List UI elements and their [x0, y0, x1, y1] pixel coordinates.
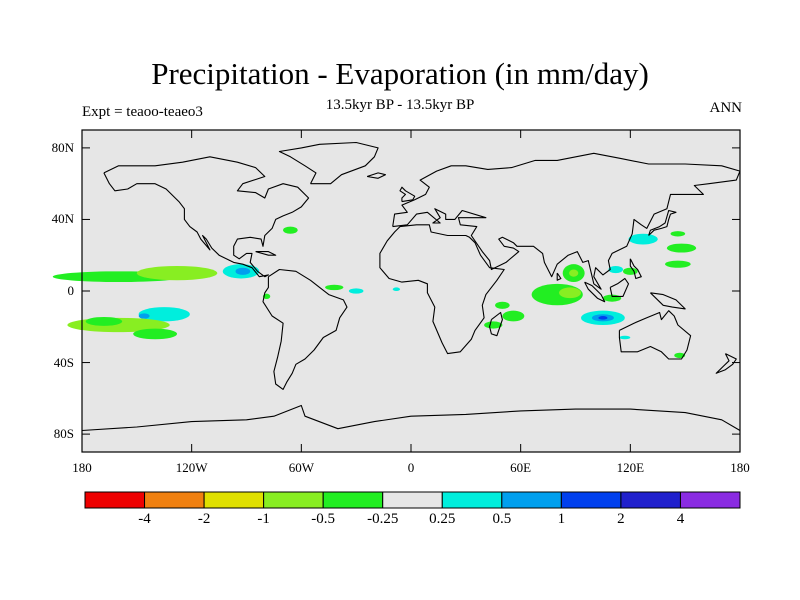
coastline [629, 258, 642, 280]
anomaly-patch [670, 231, 686, 237]
lon-tick-label: 0 [407, 460, 415, 475]
coastline [648, 209, 677, 236]
anomaly-patch [559, 287, 581, 299]
anomaly-patch [502, 310, 525, 322]
anomaly-patch [623, 267, 638, 275]
anomaly-patch [628, 233, 658, 245]
colorbar-label: -4 [138, 511, 151, 527]
coastline [262, 268, 348, 390]
colorbar-swatch [620, 491, 681, 509]
colorbar-swatch [84, 491, 146, 509]
colorbar [84, 491, 741, 509]
lat-tick-label: 40N [51, 211, 74, 227]
lat-tick-label: 80N [51, 139, 74, 155]
coastline [609, 277, 630, 297]
lon-tick-label: 60E [510, 460, 532, 475]
lat-tick-label: 80S [53, 426, 74, 442]
anomaly-patch [235, 267, 251, 275]
colorbar-swatch [144, 491, 205, 509]
anomaly-patch [133, 328, 178, 340]
experiment-label: Expt = teaoo-teaeo3 [82, 104, 203, 120]
lat-tick-label: 0 [67, 283, 75, 298]
lat-tick-label: 40S [53, 354, 74, 370]
map-frame [81, 129, 741, 453]
lon-tick-label: 120W [175, 460, 208, 475]
coastline [103, 156, 310, 278]
anomaly-patch [325, 284, 344, 291]
anomaly-patch [138, 307, 190, 322]
coastline [399, 186, 416, 203]
colorbar-swatch [560, 491, 622, 509]
chart-title: Precipitation - Evaporation (in mm/day) [151, 56, 649, 91]
coastline [392, 152, 741, 290]
colorbar-label: -1 [257, 511, 270, 527]
lon-tick-label: 180 [730, 460, 750, 475]
coastline [715, 353, 737, 374]
anomaly-patch [138, 313, 150, 319]
chart-subtitle: 13.5kyr BP - 13.5kyr BP [325, 97, 475, 113]
coastlines [81, 141, 741, 432]
map-layer [52, 130, 740, 452]
coastline [81, 404, 741, 432]
colorbar-swatch [382, 491, 443, 509]
anomaly-patch [569, 269, 579, 277]
lon-tick-label: 180 [72, 460, 92, 475]
anomaly-patch [608, 265, 624, 274]
colorbar-label: 4 [676, 511, 685, 527]
coastline [584, 281, 606, 303]
anomaly-patch [666, 243, 697, 253]
coastline [556, 272, 562, 281]
coastline [255, 251, 277, 256]
coastline [379, 224, 505, 355]
coastline [618, 310, 692, 360]
anomaly-patch [136, 265, 218, 281]
anomaly-patch [348, 288, 364, 294]
coastline [366, 172, 386, 179]
colorbar-swatch [203, 491, 265, 509]
colorbar-swatch [501, 491, 562, 509]
anomaly-patch [598, 316, 608, 320]
anomaly-patch [283, 226, 298, 234]
colorbar-swatch [441, 491, 503, 509]
anomaly-patch [665, 260, 691, 268]
map-background [82, 130, 740, 452]
colorbar-swatch [679, 491, 741, 509]
anomaly-patch [484, 321, 503, 329]
anomaly-patch [85, 316, 123, 326]
colorbar-label: -0.5 [311, 511, 336, 527]
season-label: ANN [709, 100, 743, 116]
coastline [650, 292, 686, 310]
coastline [489, 311, 503, 337]
colorbar-label: 0.25 [429, 511, 456, 527]
anomaly-patch [495, 301, 510, 309]
colorbar-label: 0.5 [492, 511, 512, 527]
anomaly-patch [392, 287, 401, 292]
coastline [278, 141, 379, 185]
colorbar-label: -2 [197, 511, 211, 527]
colorbar-label: 1 [557, 511, 566, 527]
colorbar-swatch [322, 491, 384, 509]
colorbar-label: -0.25 [367, 511, 399, 527]
colorbar-label: 2 [617, 511, 625, 527]
lon-tick-label: 60W [288, 460, 314, 475]
lon-tick-label: 120E [616, 460, 645, 475]
colorbar-swatch [263, 491, 324, 509]
anomaly-patch [619, 335, 631, 340]
